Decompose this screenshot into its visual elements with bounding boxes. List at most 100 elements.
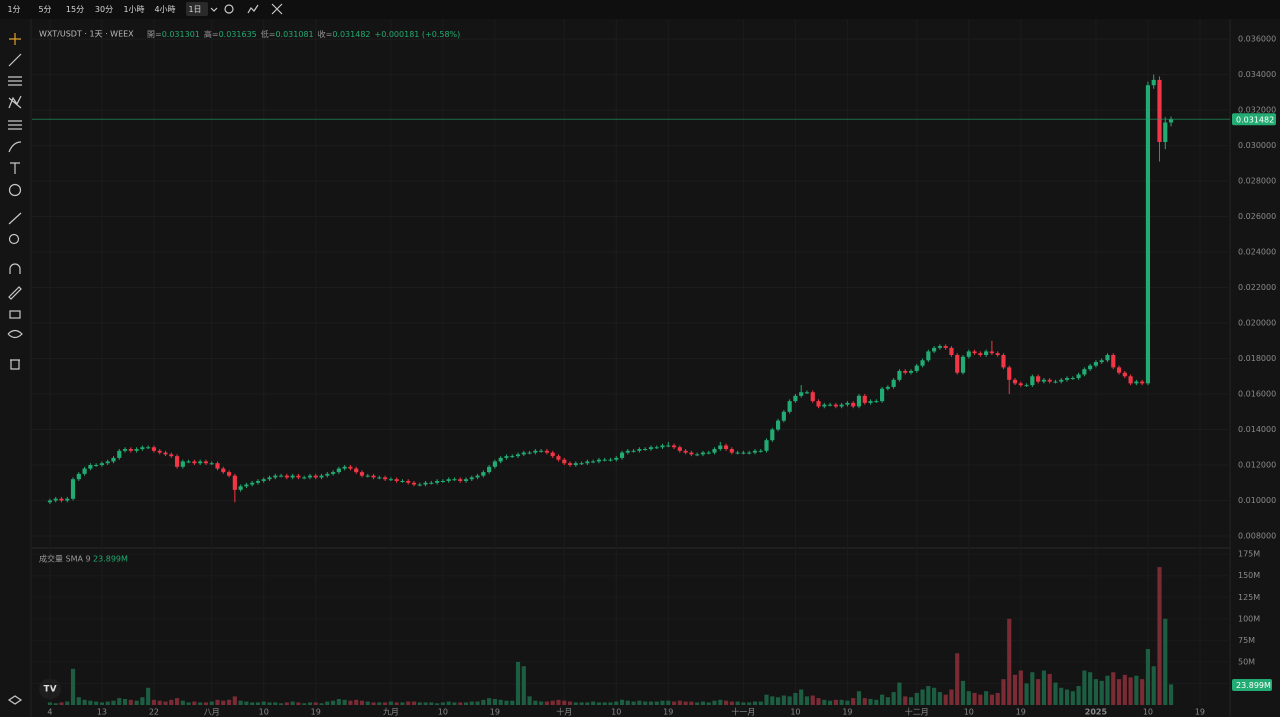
candle-body <box>1041 379 1046 382</box>
x-tick-label: 八月 <box>204 708 220 717</box>
volume-bar <box>481 699 486 705</box>
volume-bar <box>475 701 480 705</box>
layers-icon[interactable] <box>7 695 23 705</box>
settings-icon[interactable] <box>224 4 234 14</box>
candle-body <box>215 463 220 469</box>
candle-body <box>65 498 70 501</box>
volume-bar <box>1024 683 1029 705</box>
volume-bar <box>619 699 625 705</box>
volume-bar <box>1105 675 1110 705</box>
emoji-tool[interactable] <box>8 183 22 197</box>
candle-body <box>1099 360 1104 363</box>
volume-bar <box>151 699 157 705</box>
text-tool[interactable] <box>10 162 20 174</box>
ruler-tool[interactable] <box>8 212 22 225</box>
candle-body <box>59 498 64 501</box>
fib-tool[interactable] <box>8 76 22 86</box>
volume-bar <box>1168 684 1174 705</box>
candle-body <box>435 480 440 483</box>
volume-bar <box>215 699 220 705</box>
x-tick-label: 十一月 <box>731 707 755 717</box>
magnet-tool[interactable] <box>9 263 21 274</box>
volume-tick-label: 150M <box>1238 571 1260 580</box>
candle-body <box>793 395 798 402</box>
volume-bar <box>458 702 463 705</box>
projection-tool[interactable] <box>8 120 22 130</box>
volume-bar <box>65 701 70 705</box>
candle-body <box>521 452 526 455</box>
y-tick-label: 0.022000 <box>1238 283 1276 292</box>
candle-body <box>47 500 52 503</box>
interval-button[interactable]: 30分 <box>95 5 113 14</box>
candle-body <box>1140 381 1145 384</box>
volume-bar <box>174 698 180 705</box>
candle-body <box>908 370 914 373</box>
volume-bar <box>76 697 81 705</box>
volume-bar <box>1163 618 1168 705</box>
candle-body <box>689 452 694 455</box>
interval-button[interactable]: 5分 <box>38 5 51 14</box>
dropdown-icon[interactable] <box>210 7 218 12</box>
volume-bar <box>1070 691 1075 705</box>
candle-body <box>122 449 128 451</box>
delete-tool[interactable] <box>10 359 20 370</box>
interval-button[interactable]: 1日 <box>188 5 201 14</box>
candle-body <box>995 353 1000 355</box>
interval-button[interactable]: 1小時 <box>123 5 144 14</box>
volume-bar <box>290 701 295 705</box>
lock-tool[interactable] <box>9 310 21 319</box>
volume-bar <box>400 702 405 705</box>
volume-bar <box>573 702 578 705</box>
volume-bar <box>99 702 105 705</box>
zoom-tool[interactable] <box>8 233 20 245</box>
candle-body <box>643 449 648 451</box>
candle-body <box>1151 79 1156 86</box>
close-icon[interactable] <box>271 3 283 15</box>
volume-bar <box>677 700 682 705</box>
volume-bar <box>510 700 515 705</box>
candle-body <box>371 475 376 478</box>
candle-body <box>781 411 786 421</box>
pattern-tool[interactable] <box>8 95 22 109</box>
candle-body <box>891 379 896 387</box>
volume-bar <box>787 696 792 705</box>
volume-bar <box>250 702 255 705</box>
volume-bar <box>556 699 561 705</box>
volume-bar <box>781 695 786 705</box>
volume-bar <box>770 696 775 705</box>
candle-body <box>625 450 630 453</box>
candle-body <box>735 452 740 454</box>
volume-bar <box>186 702 191 705</box>
left-toolbar <box>0 19 31 717</box>
volume-bar <box>810 695 815 705</box>
candle-body <box>290 475 295 478</box>
visibility-tool[interactable] <box>7 329 23 339</box>
volume-bar <box>521 666 526 705</box>
volume-bar <box>648 701 654 705</box>
indicator-icon[interactable] <box>247 4 259 14</box>
candle-body <box>388 479 393 481</box>
volume-bar <box>631 701 636 705</box>
candle-body <box>816 401 821 407</box>
candle-body <box>278 475 284 477</box>
crosshair-tool[interactable] <box>9 33 21 45</box>
volume-bar <box>833 699 838 705</box>
volume-bar <box>1111 672 1116 705</box>
x-tick-label: 2025 <box>1085 708 1108 717</box>
interval-button[interactable]: 4小時 <box>154 5 175 14</box>
brush-tool[interactable] <box>8 141 22 153</box>
volume-bar <box>198 702 203 705</box>
x-tick-label: 10 <box>964 708 974 717</box>
interval-button[interactable]: 15分 <box>66 5 84 14</box>
candle-body <box>151 447 157 451</box>
volume-bar <box>440 702 445 705</box>
candle-body <box>267 477 272 480</box>
volume-bar <box>978 694 983 705</box>
candle-body <box>619 452 625 458</box>
volume-bar <box>885 697 890 705</box>
trendline-tool[interactable] <box>8 53 22 67</box>
lock-draw-tool[interactable] <box>8 286 22 300</box>
x-tick-label: 十二月 <box>905 707 929 717</box>
interval-button[interactable]: 1分 <box>7 5 20 14</box>
candle-body <box>498 457 503 462</box>
